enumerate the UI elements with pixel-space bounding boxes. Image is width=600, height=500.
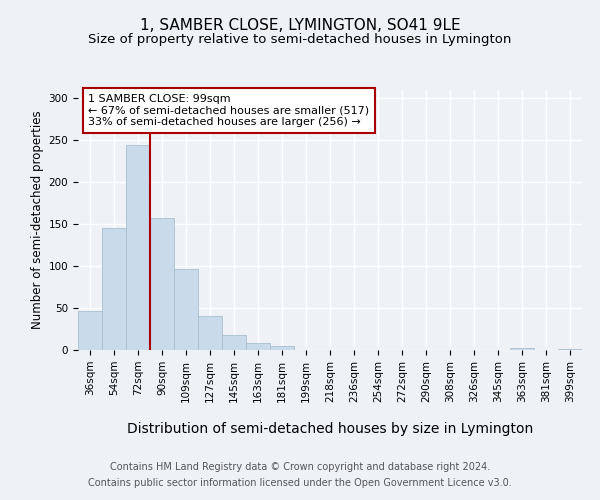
Bar — [270, 346, 294, 350]
Bar — [102, 228, 126, 350]
Y-axis label: Number of semi-detached properties: Number of semi-detached properties — [31, 110, 44, 330]
Bar — [78, 310, 102, 350]
Bar — [558, 349, 582, 350]
Bar — [126, 144, 150, 350]
Bar — [150, 218, 174, 350]
Bar — [510, 348, 534, 350]
Bar — [246, 344, 270, 350]
Text: Contains public sector information licensed under the Open Government Licence v3: Contains public sector information licen… — [88, 478, 512, 488]
Bar — [222, 335, 246, 350]
Bar — [198, 316, 222, 350]
Text: Distribution of semi-detached houses by size in Lymington: Distribution of semi-detached houses by … — [127, 422, 533, 436]
Text: 1 SAMBER CLOSE: 99sqm
← 67% of semi-detached houses are smaller (517)
33% of sem: 1 SAMBER CLOSE: 99sqm ← 67% of semi-deta… — [88, 94, 369, 127]
Text: Size of property relative to semi-detached houses in Lymington: Size of property relative to semi-detach… — [88, 32, 512, 46]
Text: 1, SAMBER CLOSE, LYMINGTON, SO41 9LE: 1, SAMBER CLOSE, LYMINGTON, SO41 9LE — [140, 18, 460, 32]
Text: Contains HM Land Registry data © Crown copyright and database right 2024.: Contains HM Land Registry data © Crown c… — [110, 462, 490, 472]
Bar — [174, 268, 198, 350]
